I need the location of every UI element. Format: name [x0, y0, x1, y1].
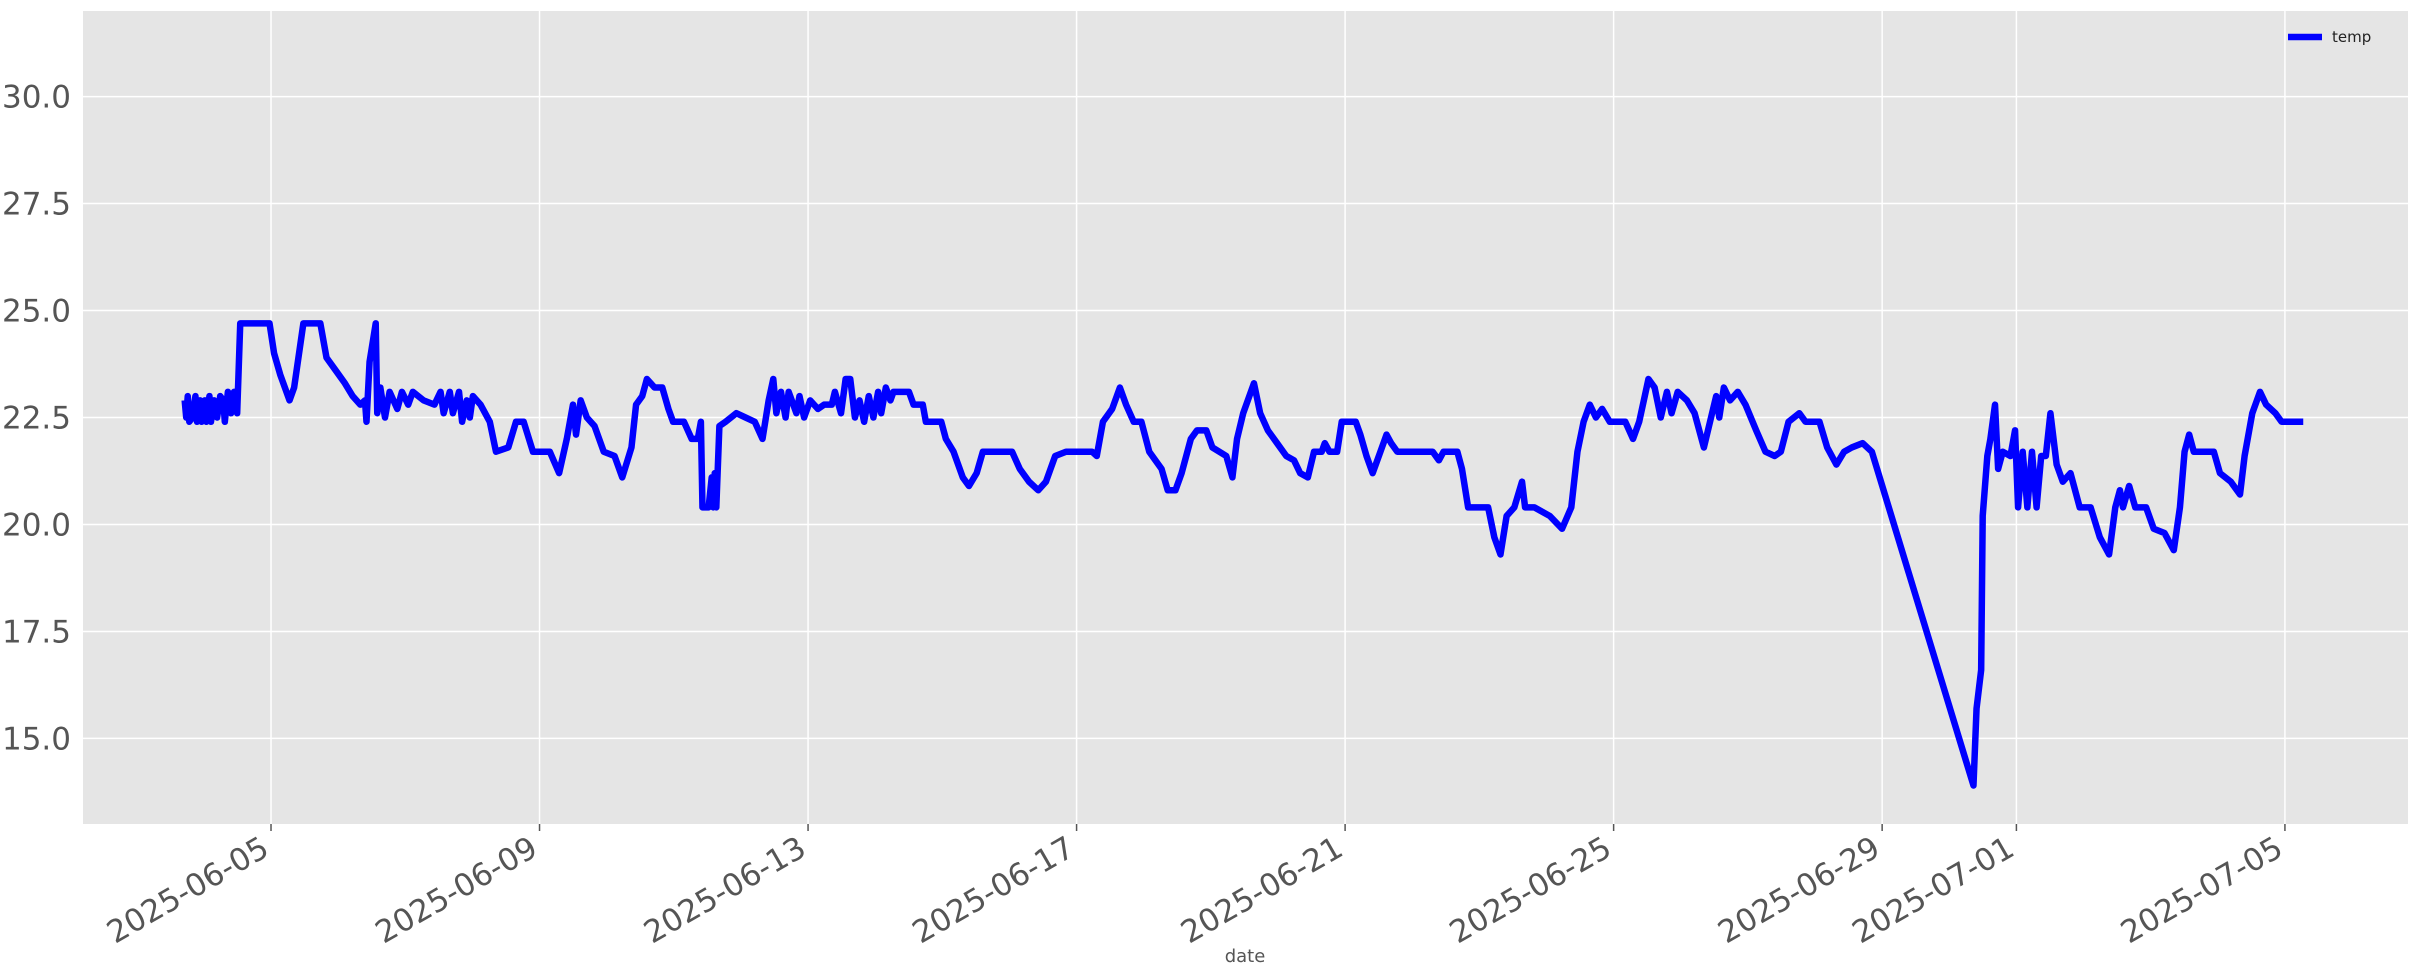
y-tick-label: 20.0	[2, 507, 71, 543]
x-tick-label: 2025-06-09	[370, 830, 544, 951]
y-tick-label: 15.0	[2, 721, 71, 757]
y-tick-label: 17.5	[2, 614, 71, 650]
grid	[83, 11, 2408, 831]
y-tick-label: 22.5	[2, 401, 71, 437]
line	[181, 320, 2304, 789]
y-tick-label: 27.5	[2, 187, 71, 223]
x-tick-label: 2025-06-25	[1444, 830, 1618, 951]
legend: temp	[2288, 28, 2371, 46]
x-tick-label: 2025-06-21	[1175, 830, 1349, 951]
x-tick-label: 2025-06-05	[101, 830, 275, 951]
y-tick-label: 25.0	[2, 294, 71, 330]
y-tick-label: 30.0	[2, 80, 71, 116]
x-axis-label: date	[1225, 946, 1266, 967]
legend-label: temp	[2332, 28, 2371, 46]
x-tick-label: 2025-06-17	[907, 830, 1081, 951]
x-tick-label: 2025-06-13	[638, 830, 812, 951]
marks	[181, 320, 2304, 789]
x-tick-label: 2025-07-05	[2115, 830, 2289, 951]
